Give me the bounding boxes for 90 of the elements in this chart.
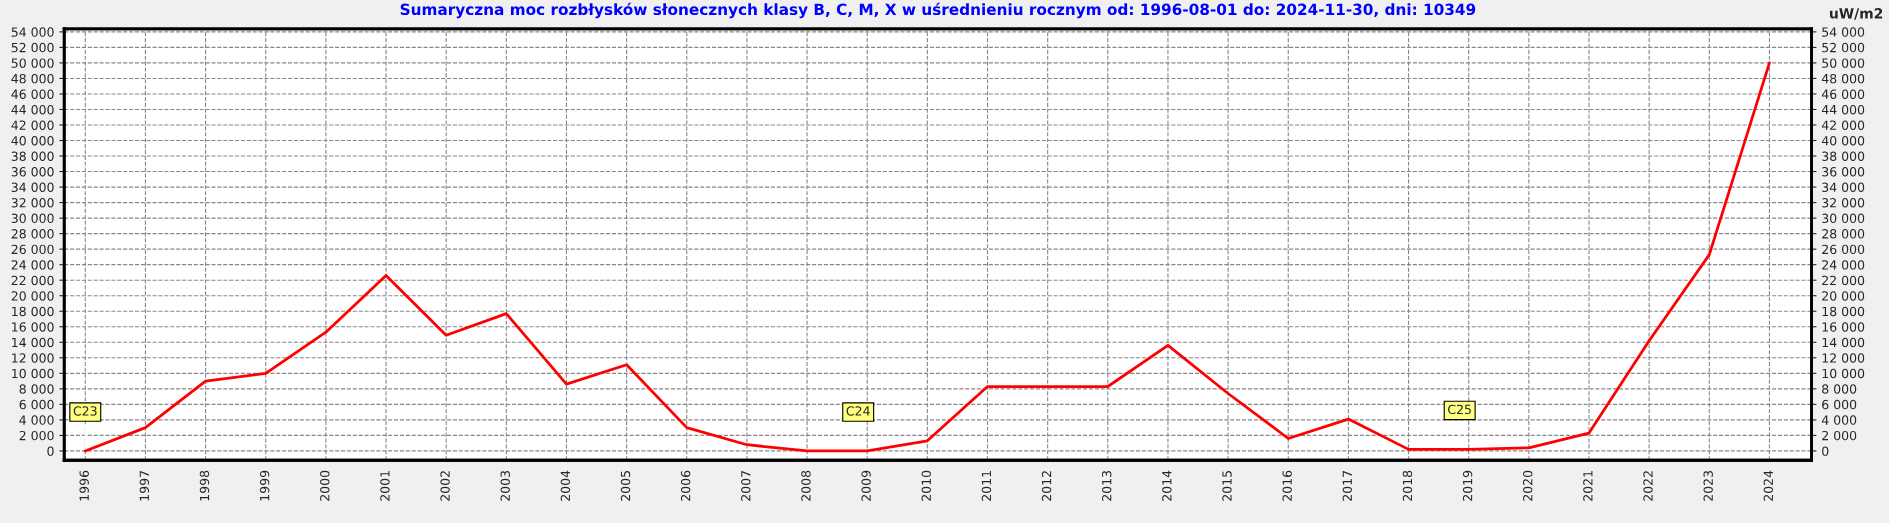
y-tick-label: 0: [47, 446, 54, 456]
y2-tick-label: 4 000: [1821, 415, 1857, 425]
annotation: C24: [846, 406, 870, 416]
y-tick-label: 2 000: [19, 430, 54, 441]
y2-tick-label: 28 000: [1822, 229, 1865, 239]
y2-tick-label: 24 000: [1822, 260, 1865, 270]
y2-tick-label: 52 000: [1822, 42, 1865, 53]
y-tick-label: 16 000: [12, 322, 54, 332]
y2-tick-label: 32 000: [1822, 198, 1865, 208]
y2-tick-label: 40 000: [1821, 135, 1865, 146]
y-tick-label: 12 000: [12, 353, 54, 363]
y2-tick-label: 42 000: [1821, 120, 1865, 130]
x-tick-label: 2001: [380, 471, 390, 501]
y2-tick-label: 22 000: [1822, 275, 1865, 286]
y2-tick-label: 36 000: [1822, 167, 1865, 177]
x-tick-label: 1996: [79, 470, 89, 501]
x-tick-label: 2003: [500, 470, 510, 501]
x-tick-label: 2020: [1523, 470, 1533, 501]
y-tick-label: 8 000: [19, 384, 54, 394]
x-tick-label: 2004: [560, 470, 571, 501]
x-tick-label: 2021: [1583, 471, 1593, 501]
y-tick-label: 30 000: [11, 213, 54, 224]
y2-axis-title: uW/m2: [1830, 8, 1883, 20]
y-tick-label: 42 000: [11, 120, 54, 130]
x-tick-label: 2019: [1462, 470, 1473, 501]
y-tick-label: 48 000: [11, 73, 54, 84]
x-tick-label: 2010: [921, 470, 931, 501]
x-tick-label: 2005: [620, 471, 631, 501]
y2-tick-label: 38 000: [1822, 151, 1865, 161]
x-tick-label: 2023: [1703, 470, 1713, 501]
y-tick-label: 36 000: [11, 167, 54, 177]
y2-tick-label: 16 000: [1822, 322, 1865, 332]
y2-tick-label: 0: [1822, 446, 1829, 456]
y-tick-label: 40 000: [11, 135, 54, 146]
y-tick-label: 22 000: [11, 275, 54, 286]
x-tick-label: 2011: [981, 471, 992, 501]
y2-tick-label: 6 000: [1822, 399, 1857, 410]
y-tick-label: 6 000: [19, 399, 54, 410]
x-tick-label: 2015: [1222, 471, 1232, 501]
y-tick-label: 50 000: [11, 58, 54, 68]
y-tick-label: 20 000: [11, 291, 54, 301]
y2-tick-label: 8 000: [1822, 384, 1857, 394]
y2-tick-label: 18 000: [1822, 306, 1865, 317]
y-tick-label: 10 000: [12, 368, 54, 379]
x-tick-label: 1997: [139, 471, 150, 501]
x-tick-label: 2016: [1282, 470, 1292, 501]
y2-tick-label: 48 000: [1821, 73, 1865, 84]
y2-tick-label: 20 000: [1822, 291, 1865, 301]
y-tick-label: 44 000: [11, 104, 54, 115]
x-tick-label: 2018: [1402, 470, 1413, 501]
x-tick-label: 2022: [1643, 471, 1653, 501]
x-tick-label: 1998: [199, 470, 210, 501]
y-tick-label: 38 000: [11, 151, 54, 161]
y-tick-label: 46 000: [11, 89, 54, 99]
y-tick-label: 18 000: [12, 306, 54, 317]
y-tick-label: 14 000: [12, 337, 54, 348]
y2-tick-label: 12 000: [1822, 353, 1865, 363]
x-tick-label: 2006: [680, 470, 691, 501]
x-tick-label: 2002: [440, 471, 450, 501]
annotation: C25: [1448, 404, 1471, 415]
y2-tick-label: 44 000: [1821, 104, 1865, 115]
x-tick-label: 2008: [801, 470, 811, 501]
x-tick-label: 2017: [1342, 471, 1353, 501]
x-tick-label: 2014: [1162, 470, 1172, 501]
x-tick-label: 2024: [1763, 470, 1774, 501]
y2-tick-label: 30 000: [1822, 213, 1865, 224]
y-tick-label: 24 000: [11, 260, 54, 270]
y-tick-label: 32 000: [11, 198, 54, 208]
y2-tick-label: 2 000: [1822, 430, 1857, 441]
y-tick-label: 4 000: [19, 415, 54, 425]
x-tick-label: 2012: [1041, 471, 1052, 501]
y2-tick-label: 34 000: [1822, 182, 1865, 192]
y-tick-label: 28 000: [11, 229, 54, 239]
y2-tick-label: 14 000: [1822, 337, 1865, 348]
y2-tick-label: 26 000: [1822, 244, 1865, 255]
y-tick-label: 54 000: [11, 27, 54, 37]
y2-tick-label: 46 000: [1821, 89, 1865, 99]
x-tick-label: 2009: [861, 470, 871, 501]
y2-tick-label: 10 000: [1822, 368, 1865, 379]
x-tick-label: 2000: [320, 470, 330, 501]
y-tick-label: 52 000: [11, 42, 54, 53]
y2-tick-label: 54 000: [1822, 27, 1865, 37]
y2-tick-label: 50 000: [1822, 58, 1865, 68]
y-tick-label: 34 000: [11, 182, 54, 192]
y-tick-label: 26 000: [11, 244, 54, 255]
annotation: C23: [73, 406, 97, 416]
x-tick-label: 2013: [1101, 470, 1112, 501]
x-tick-label: 1999: [259, 470, 270, 501]
chart-title: Sumaryczna moc rozbłysków słonecznych klasy B, C, M, X w uśrednieniu rocznym od: 1996-08-01 do: 2024-11-30, dni: 10349: [400, 2, 1476, 19]
x-tick-label: 2007: [741, 471, 751, 501]
